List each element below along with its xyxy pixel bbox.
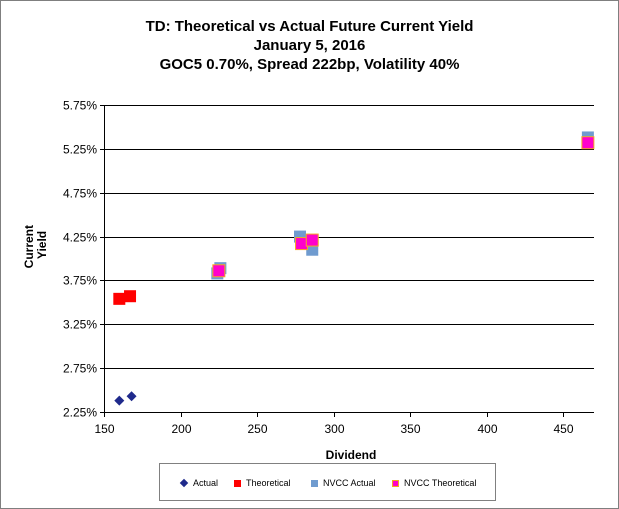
x-tick-label: 300	[324, 422, 344, 436]
y-tick-label: 3.25%	[63, 318, 97, 332]
legend-label: NVCC Actual	[323, 478, 376, 488]
y-tick-label: 4.25%	[63, 231, 97, 245]
axes	[100, 105, 594, 417]
data-point-nvcc-theoretical	[295, 237, 309, 251]
y-tick-label: 2.75%	[63, 362, 97, 376]
legend-item-nvcc-actual: NVCC Actual	[311, 476, 376, 490]
y-tick-label: 5.25%	[63, 143, 97, 157]
chart-title-line-1: TD: Theoretical vs Actual Future Current…	[145, 18, 474, 35]
x-tick-label: 350	[400, 422, 420, 436]
y-axis-title: Current Yield	[22, 222, 49, 269]
legend: Actual Theoretical NVCC Actual NVCC Theo…	[159, 463, 496, 501]
data-point-nvcc-theoretical	[212, 264, 226, 278]
square-marker-icon	[311, 479, 318, 487]
data-point-nvcc-theoretical	[305, 233, 319, 247]
square-marker-icon	[392, 479, 399, 487]
data-points	[113, 131, 595, 406]
data-point-nvcc-theoretical	[581, 136, 595, 150]
legend-item-nvcc-theoretical: NVCC Theoretical	[392, 476, 476, 490]
chart-title-line-3: GOC5 0.70%, Spread 222bp, Volatility 40%	[159, 56, 460, 73]
square-marker-icon	[234, 479, 241, 487]
x-axis-title: Dividend	[326, 448, 377, 462]
gridlines	[104, 105, 594, 369]
x-tick-label: 250	[247, 422, 267, 436]
legend-label: Theoretical	[246, 478, 291, 488]
legend-item-theoretical: Theoretical	[234, 476, 291, 490]
data-point-actual	[114, 395, 125, 406]
chart-title: TD: Theoretical vs Actual Future Current…	[1, 17, 618, 74]
data-point-actual	[126, 391, 137, 402]
data-point-nvcc-actual	[306, 243, 319, 256]
x-tick-label: 450	[553, 422, 573, 436]
data-point-theoretical	[124, 290, 137, 303]
y-tick-label: 3.75%	[63, 274, 97, 288]
legend-label: Actual	[193, 478, 219, 488]
y-axis-title-line-1: Current	[22, 225, 36, 268]
chart-title-line-2: January 5, 2016	[253, 37, 366, 54]
y-tick-label: 2.25%	[63, 406, 97, 420]
y-tick-label: 5.75%	[63, 99, 97, 113]
diamond-marker-icon	[179, 478, 189, 488]
data-point-theoretical	[113, 292, 126, 305]
x-tick-label: 200	[171, 422, 191, 436]
x-tick-label: 400	[477, 422, 497, 436]
y-tick-label: 4.75%	[63, 187, 97, 201]
y-axis-title-line-2: Yield	[35, 231, 49, 259]
x-tick-label: 150	[94, 422, 114, 436]
legend-label: NVCC Theoretical	[404, 478, 477, 488]
legend-item-actual: Actual	[179, 476, 219, 490]
tick-labels: 2.25% 2.75% 3.25% 3.75% 4.25% 4.75% 5.25% 5.75%…	[63, 99, 574, 437]
